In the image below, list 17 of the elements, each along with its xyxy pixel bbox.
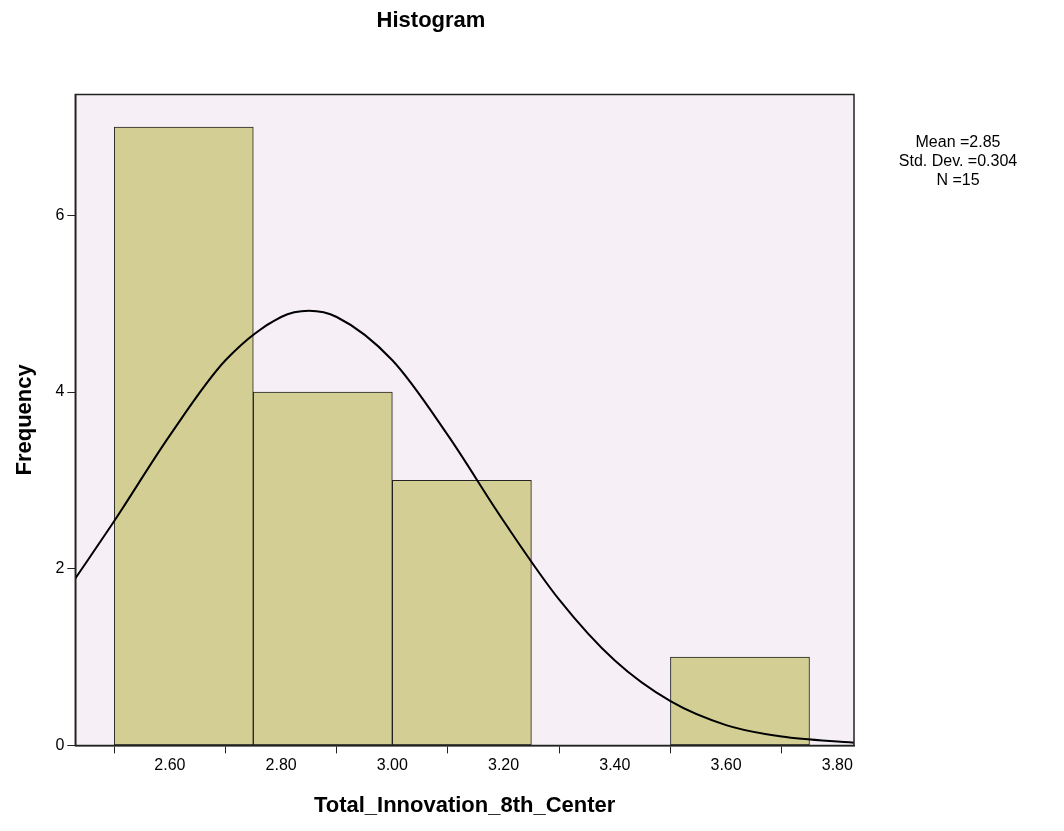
y-tick-label: 4 <box>55 382 65 400</box>
x-tick-label: 3.60 <box>710 756 742 774</box>
x-axis-title: Total_Innovation_8th_Center <box>313 791 616 817</box>
chart-title: Histogram <box>376 7 486 33</box>
y-tick-label: 0 <box>55 735 65 753</box>
text: Std. Dev. =0.304 <box>898 152 1018 170</box>
x-tick-label: 2.60 <box>154 756 186 774</box>
x-tick-label: 3.00 <box>376 756 409 774</box>
x-tick-label: 3.20 <box>488 756 520 774</box>
y-tick-label: 2 <box>55 559 65 577</box>
y-tick-label: 6 <box>55 205 65 223</box>
text: N =15 <box>936 171 980 189</box>
x-tick-label: 3.40 <box>599 756 631 774</box>
text: Mean =2.85 <box>915 133 1001 151</box>
y-axis-title: Frequency <box>11 363 37 476</box>
x-tick-label: 2.80 <box>265 756 297 774</box>
x-tick-label: 3.80 <box>821 756 853 774</box>
